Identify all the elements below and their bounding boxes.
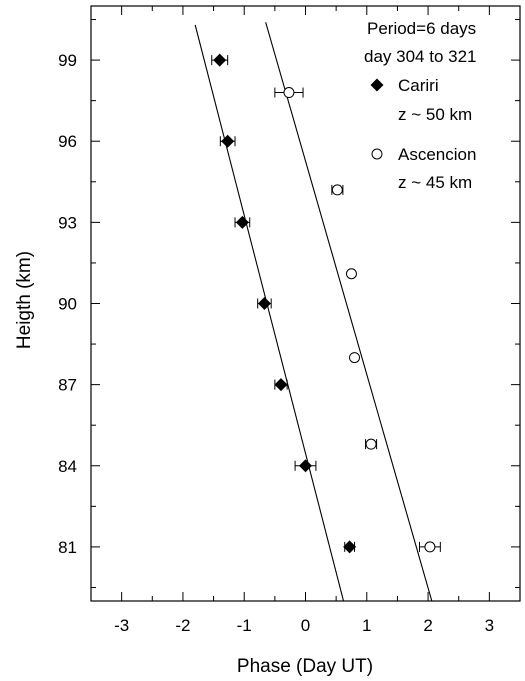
y-tick-label: 90 <box>58 295 77 314</box>
data-point-cariri <box>343 540 357 554</box>
data-point-ascencion <box>331 184 343 196</box>
legend-markers <box>370 78 384 160</box>
fit-line-cariri <box>194 24 345 601</box>
legend-marker-cariri <box>370 78 384 92</box>
legend-series-sublabel: z ~ 45 km <box>398 173 472 192</box>
data-point-cariri <box>274 378 288 392</box>
fit-line-ascencion <box>265 22 433 601</box>
x-tick-label: 3 <box>485 616 494 635</box>
y-tick-label: 93 <box>58 213 77 232</box>
data-point-ascencion <box>365 438 377 450</box>
legend-day-range-label: day 304 to 321 <box>364 47 476 66</box>
y-tick-label: 81 <box>58 538 77 557</box>
data-point-cariri <box>221 134 235 148</box>
y-tick-label: 84 <box>58 457 77 476</box>
legend-period-label: Period=6 days <box>367 19 476 38</box>
x-axis-title: Phase (Day UT) <box>237 656 373 677</box>
fit-lines <box>194 22 433 601</box>
data-point-cariri <box>213 53 227 67</box>
legend-series-name: Ascencion <box>398 145 476 164</box>
legend: Period=6 days day 304 to 321 Cariri z ~ … <box>364 19 476 192</box>
data-point-cariri <box>257 297 271 310</box>
x-tick-label: -1 <box>237 616 252 635</box>
legend-series-name: Cariri <box>398 76 439 95</box>
y-tick-label: 99 <box>58 51 77 70</box>
data-point-cariri <box>299 459 312 473</box>
x-tick-label: -2 <box>175 616 190 635</box>
x-tick-label: 2 <box>423 616 432 635</box>
legend-series-sublabel: z ~ 50 km <box>398 105 472 124</box>
data-point-cariri <box>235 215 249 229</box>
data-markers <box>211 53 441 554</box>
data-point-ascencion <box>345 268 357 280</box>
y-axis-title: Heigth (km) <box>14 251 35 349</box>
plot-frame <box>90 5 521 602</box>
x-tick-label: -3 <box>114 616 129 635</box>
data-point-ascencion <box>283 87 295 99</box>
legend-marker-ascencion <box>371 148 383 160</box>
y-tick-label: 87 <box>58 376 77 395</box>
x-tick-label: 0 <box>301 616 310 635</box>
data-point-ascencion <box>424 541 436 553</box>
data-point-ascencion <box>349 352 361 364</box>
y-tick-label: 96 <box>58 132 77 151</box>
x-tick-label: 1 <box>362 616 371 635</box>
axis-ticks: -3 -2 -1 0 1 2 3 81 84 87 90 93 96 99 <box>58 6 521 635</box>
